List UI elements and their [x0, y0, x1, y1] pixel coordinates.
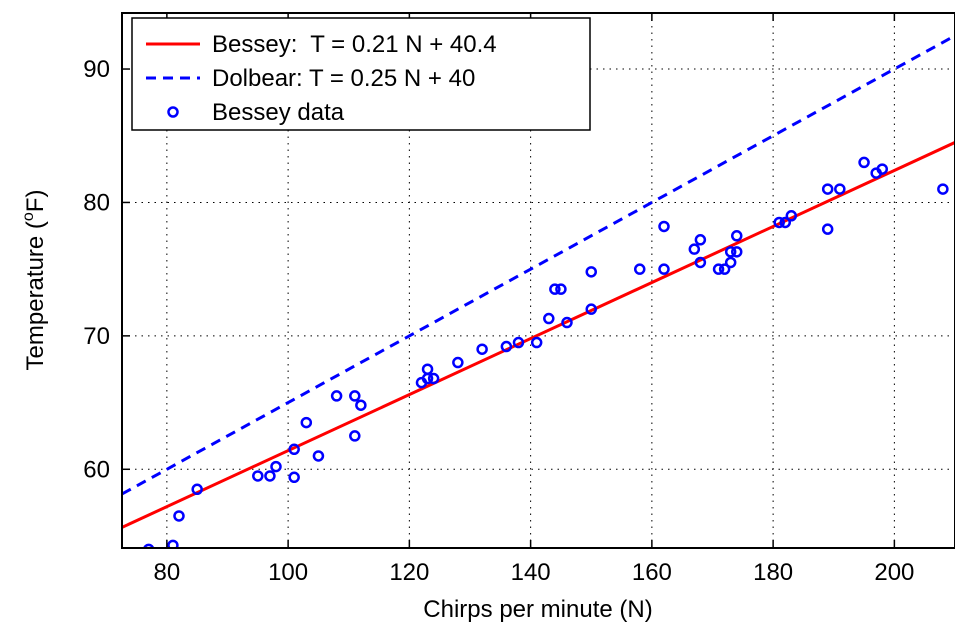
plot-series [122, 34, 955, 548]
data-point [167, 539, 179, 548]
x-tick-label: 160 [632, 559, 672, 586]
data-point [143, 543, 155, 548]
data-point [561, 316, 573, 329]
data-point [452, 356, 464, 369]
legend-label-bessey-data: Bessey data [212, 99, 345, 126]
legend-box [131, 17, 591, 131]
data-point [300, 416, 313, 429]
data-point [585, 303, 597, 315]
y-axis-label-main: Temperature ( [22, 221, 49, 370]
data-point [834, 183, 846, 195]
dolbear-line [122, 34, 955, 496]
data-point [718, 263, 731, 275]
data-point [530, 336, 543, 349]
axes-frame [121, 12, 955, 549]
data-point [779, 216, 791, 229]
x-tick-label: 80 [154, 559, 181, 586]
data-point [555, 283, 567, 295]
legend: Bessey: T = 0.21 N + 40.4 Dolbear: T = 0… [131, 17, 591, 131]
data-point [427, 372, 440, 385]
data-point [549, 283, 561, 295]
y-axis-label: Temperature (oF) [20, 190, 49, 371]
data-point [288, 471, 300, 484]
data-point [773, 216, 785, 229]
data-point [349, 390, 361, 402]
data-point [633, 263, 646, 275]
data-point [858, 156, 870, 169]
data-point [543, 312, 555, 325]
data-point [500, 340, 513, 353]
data-point [730, 230, 743, 242]
data-point [937, 183, 949, 195]
axis-ticks: 80 100 120 140 160 180 200 60 70 80 90 [83, 13, 914, 586]
data-point [330, 390, 343, 402]
x-tick-label: 140 [511, 559, 551, 586]
data-point [821, 223, 834, 235]
data-point [694, 256, 707, 269]
y-tick-label: 60 [83, 456, 110, 483]
data-point [694, 234, 707, 246]
y-tick-label: 80 [83, 189, 110, 216]
data-point [476, 343, 488, 355]
data-point [712, 263, 725, 275]
data-point [252, 470, 264, 482]
x-tick-label: 120 [389, 559, 429, 586]
data-point [658, 220, 670, 233]
data-point [512, 336, 525, 349]
x-tick-label: 100 [268, 559, 308, 586]
bessey-fit-line [122, 141, 955, 529]
data-point [173, 510, 185, 522]
y-axis-label-end: F) [22, 190, 49, 213]
x-axis-label: Chirps per minute (N) [423, 596, 652, 623]
data-point [312, 450, 325, 462]
data-point [191, 483, 203, 496]
data-point [585, 266, 597, 278]
data-point [658, 263, 670, 275]
y-tick-label: 70 [83, 323, 110, 350]
data-point [421, 372, 434, 385]
y-tick-label: 90 [83, 56, 110, 83]
data-point [349, 430, 361, 442]
data-point [785, 210, 798, 222]
legend-label-bessey-line: Bessey: T = 0.21 N + 40.4 [212, 31, 497, 58]
data-point [288, 443, 300, 456]
x-tick-label: 180 [753, 559, 793, 586]
y-axis-label-superscript: o [20, 212, 37, 221]
data-point [264, 470, 276, 482]
data-point [270, 460, 282, 473]
data-point [730, 246, 743, 258]
x-tick-label: 200 [874, 559, 914, 586]
data-point [724, 246, 737, 258]
data-point [876, 163, 888, 175]
data-point [688, 243, 701, 255]
legend-swatch-bessey-data [167, 106, 179, 118]
data-point [355, 399, 367, 411]
data-point [821, 183, 834, 195]
data-point [724, 256, 737, 269]
legend-label-dolbear-line: Dolbear: T = 0.25 N + 40 [212, 65, 475, 92]
